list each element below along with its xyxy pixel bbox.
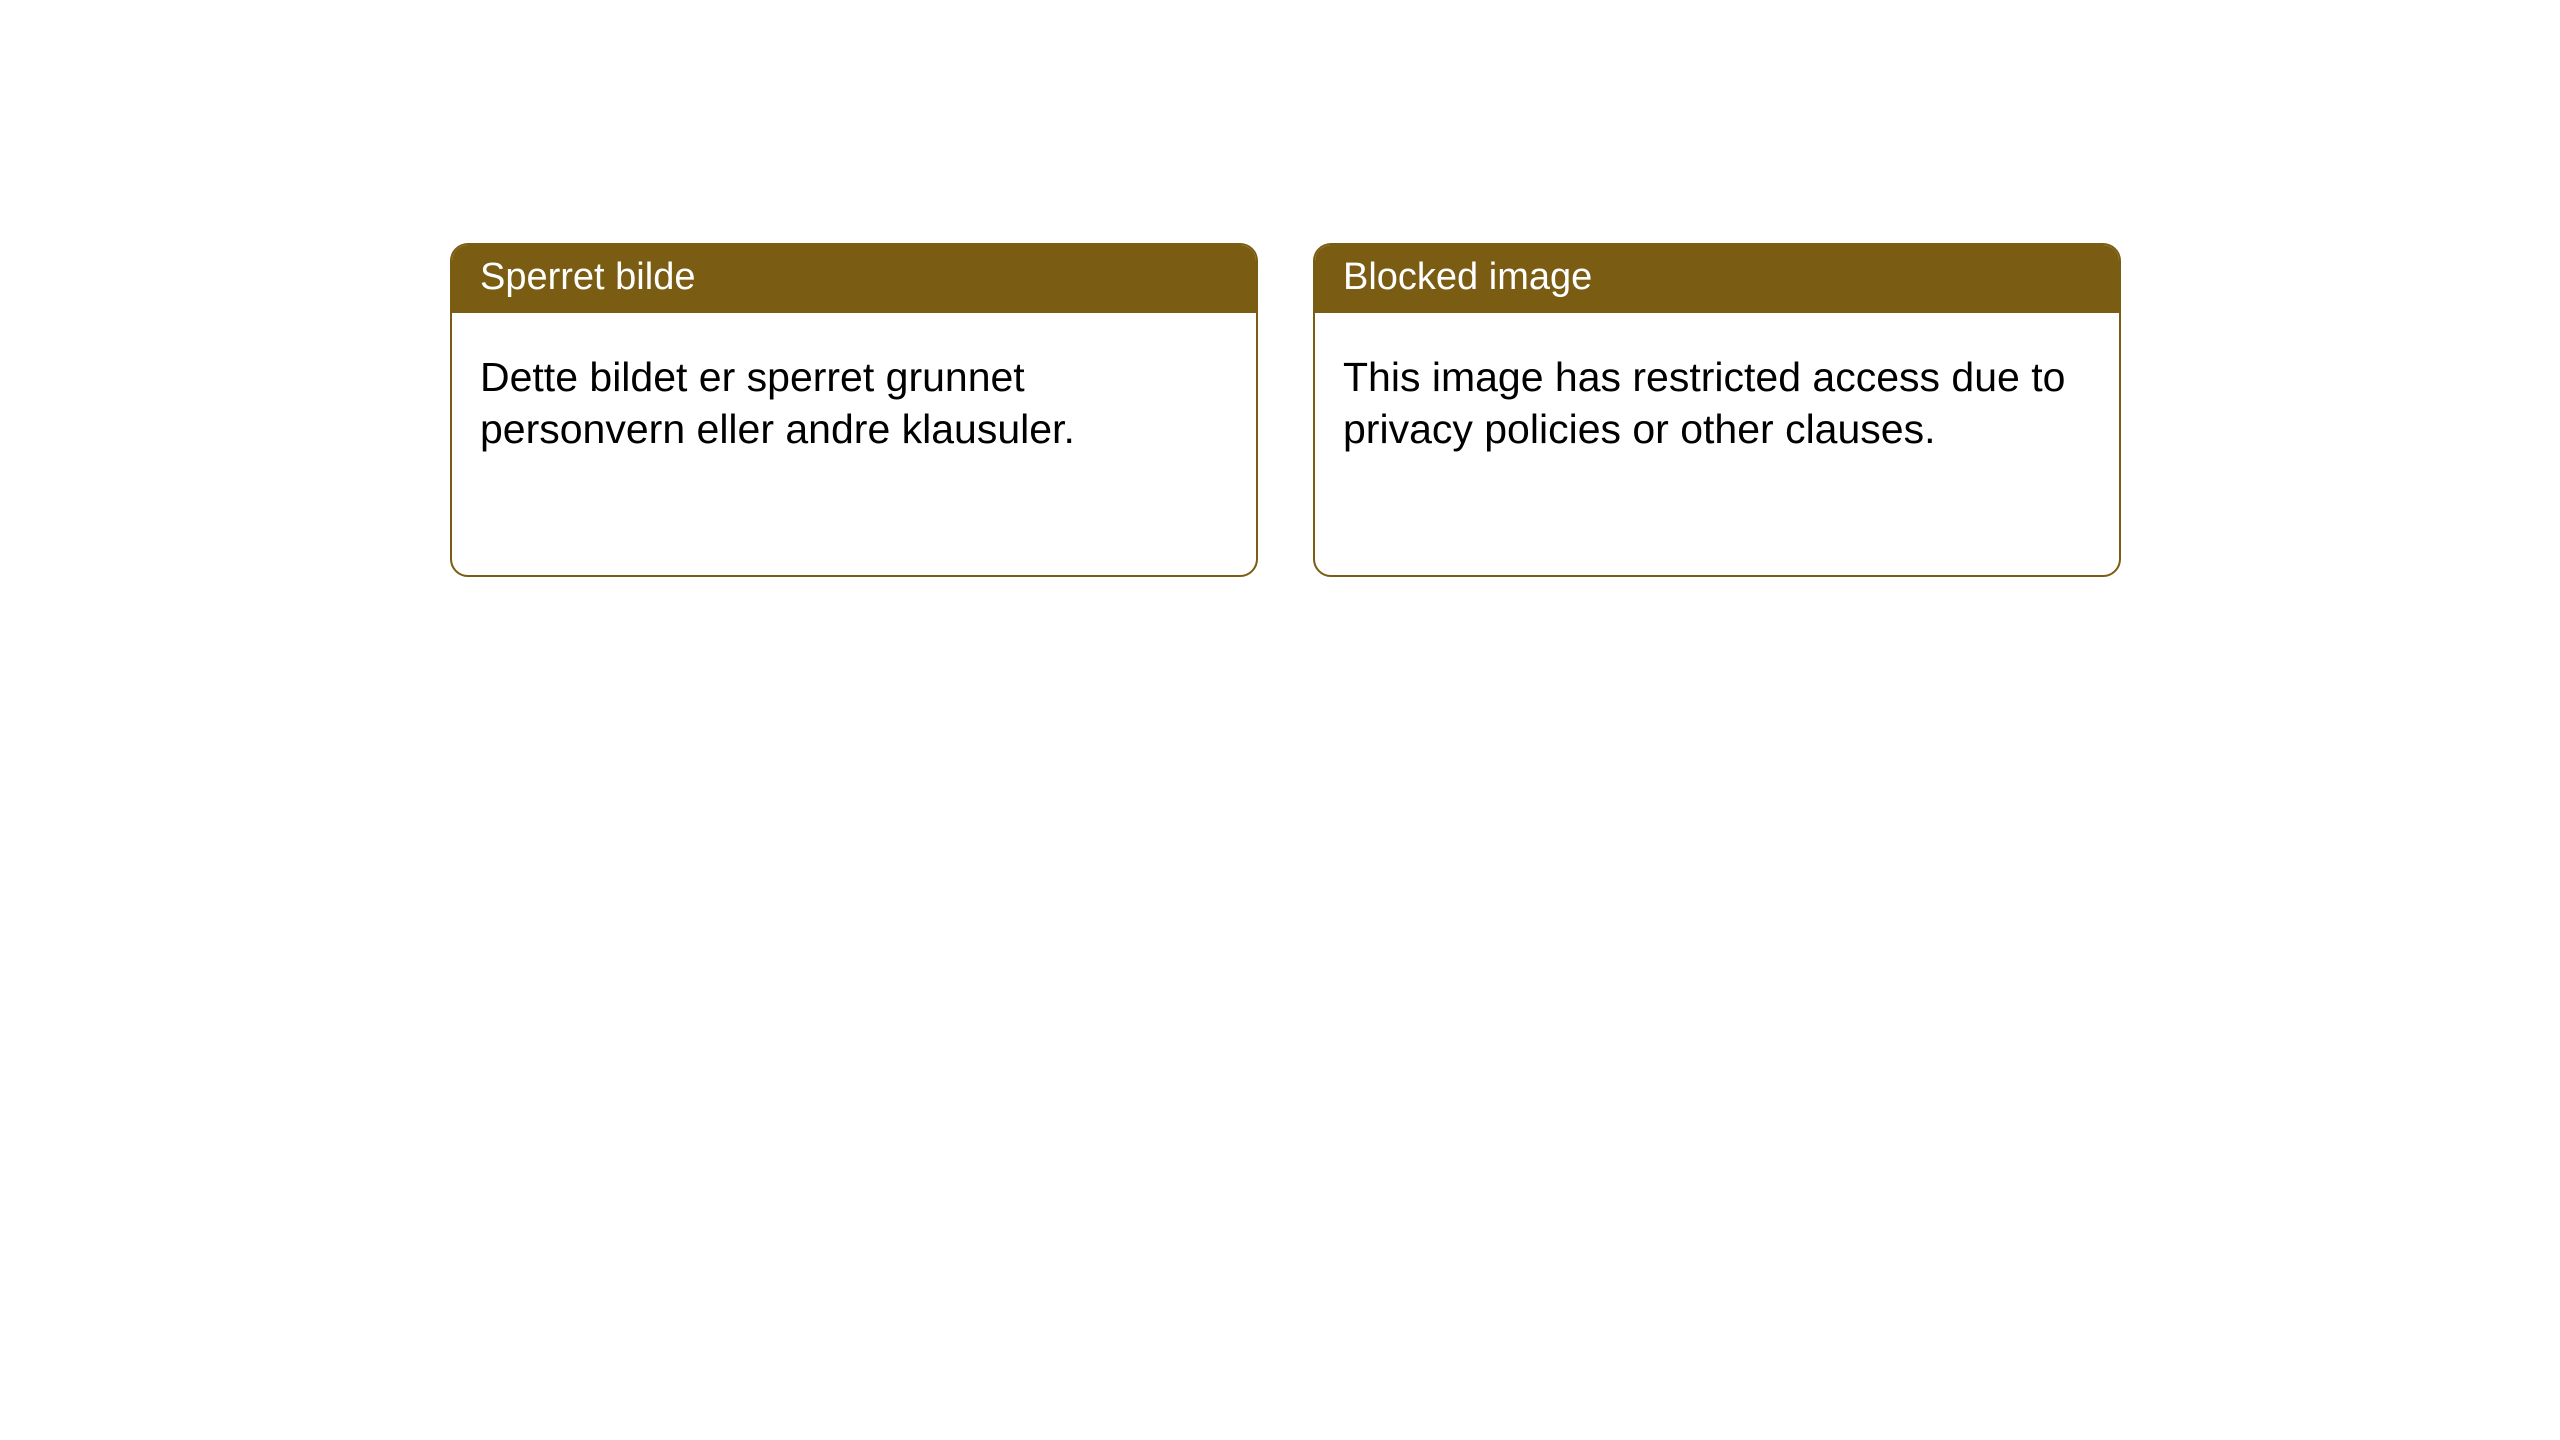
- notice-card-english: Blocked image This image has restricted …: [1313, 243, 2121, 577]
- notice-body-norwegian: Dette bildet er sperret grunnet personve…: [452, 313, 1256, 493]
- blocked-image-notices: Sperret bilde Dette bildet er sperret gr…: [450, 243, 2121, 577]
- notice-title-norwegian: Sperret bilde: [452, 245, 1256, 313]
- notice-card-norwegian: Sperret bilde Dette bildet er sperret gr…: [450, 243, 1258, 577]
- notice-body-english: This image has restricted access due to …: [1315, 313, 2119, 493]
- notice-title-english: Blocked image: [1315, 245, 2119, 313]
